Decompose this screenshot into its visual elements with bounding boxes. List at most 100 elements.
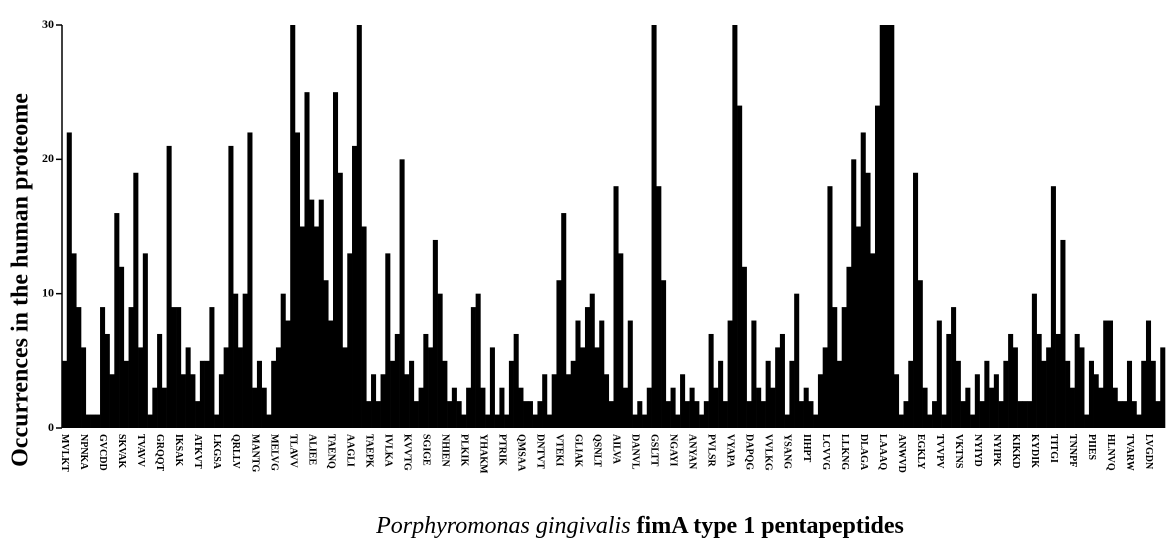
- bar: [936, 320, 942, 428]
- bar: [922, 387, 928, 428]
- bar: [1046, 347, 1052, 428]
- bar: [152, 387, 158, 428]
- bar: [266, 414, 272, 428]
- bar: [371, 374, 377, 428]
- bar: [394, 333, 400, 428]
- bar: [271, 360, 277, 428]
- bar: [1126, 360, 1133, 428]
- bar: [1022, 401, 1028, 428]
- bar: [380, 374, 386, 428]
- bar: [418, 387, 424, 428]
- x-tick-label: DAPQG: [744, 434, 755, 470]
- bar: [822, 347, 828, 428]
- bar: [732, 25, 738, 428]
- bar: [955, 360, 961, 428]
- bar: [1084, 414, 1090, 428]
- bar: [1098, 387, 1104, 428]
- bar: [242, 293, 248, 428]
- bar: [138, 347, 144, 428]
- bar: [428, 347, 434, 428]
- bar: [874, 105, 881, 428]
- bar: [100, 307, 106, 428]
- x-tick-label: HLNVQ: [1105, 434, 1116, 471]
- bar: [1003, 360, 1009, 428]
- x-tick-label: DNTVT: [535, 434, 546, 469]
- bar: [323, 280, 329, 428]
- bar: [190, 374, 196, 428]
- bar: [409, 360, 415, 428]
- x-tick-label: SGIGE: [420, 434, 431, 466]
- bar: [889, 25, 895, 428]
- bar: [299, 226, 305, 428]
- bar: [318, 199, 324, 428]
- bar: [228, 145, 234, 428]
- bar: [256, 360, 262, 428]
- bar: [546, 414, 552, 428]
- bar: [76, 307, 82, 428]
- bar: [751, 320, 757, 428]
- bar: [466, 387, 472, 428]
- bar: [247, 132, 253, 428]
- bar: [1160, 347, 1166, 428]
- bar: [741, 266, 747, 428]
- bar: [623, 387, 629, 428]
- x-tick-label: VKTNS: [953, 434, 964, 469]
- bar: [1060, 239, 1066, 428]
- x-tick-label: LCVVG: [820, 434, 831, 470]
- x-tick-label: QRLLV: [230, 434, 241, 469]
- bar: [1112, 387, 1118, 428]
- bar: [908, 360, 914, 428]
- bar: [171, 307, 177, 428]
- bar: [328, 320, 334, 428]
- bar: [1088, 360, 1094, 428]
- bar: [756, 387, 762, 428]
- bar: [499, 387, 505, 428]
- bar: [71, 253, 77, 428]
- x-tick-label: LKGSA: [211, 434, 222, 470]
- bar: [570, 360, 576, 428]
- x-tick-label: KYDIK: [1029, 434, 1040, 468]
- bar: [979, 401, 985, 428]
- bar: [627, 320, 633, 428]
- x-tick-label: ANYAN: [687, 434, 698, 470]
- x-tick-label: PLKIK: [458, 434, 469, 466]
- x-tick-label: KVVTG: [401, 434, 412, 471]
- bar: [841, 307, 847, 428]
- bar: [294, 132, 301, 428]
- bar: [437, 293, 443, 428]
- bar: [147, 414, 153, 428]
- y-axis-label: Occurrences in the human proteome: [8, 93, 34, 467]
- bar: [342, 347, 348, 428]
- bar: [803, 387, 809, 428]
- bar: [851, 159, 857, 429]
- bar: [894, 374, 900, 428]
- x-label-italic: Porphyromonas gingivalis: [375, 513, 630, 539]
- bar: [1041, 360, 1047, 428]
- bar: [485, 414, 491, 428]
- bar: [304, 92, 310, 429]
- bar: [1050, 186, 1056, 428]
- bar: [104, 333, 110, 428]
- bar: [827, 186, 833, 428]
- bar: [161, 387, 167, 428]
- bar: [737, 105, 743, 428]
- bar: [399, 159, 405, 429]
- bar: [808, 401, 814, 428]
- x-tick-label: DLAGA: [858, 434, 869, 471]
- bar: [575, 320, 581, 428]
- bar: [594, 347, 600, 428]
- bar: [1093, 374, 1099, 428]
- bar: [903, 401, 909, 428]
- x-tick-label: PVLSR: [706, 434, 717, 468]
- bar: [760, 401, 766, 428]
- bar: [817, 374, 823, 428]
- x-tick-label: KIKKD: [1010, 434, 1021, 468]
- bar: [642, 414, 648, 428]
- bar: [965, 387, 971, 428]
- bar: [81, 347, 87, 428]
- bar: [218, 374, 224, 428]
- bar: [584, 307, 591, 428]
- bar: [722, 401, 728, 428]
- bar: [561, 213, 567, 428]
